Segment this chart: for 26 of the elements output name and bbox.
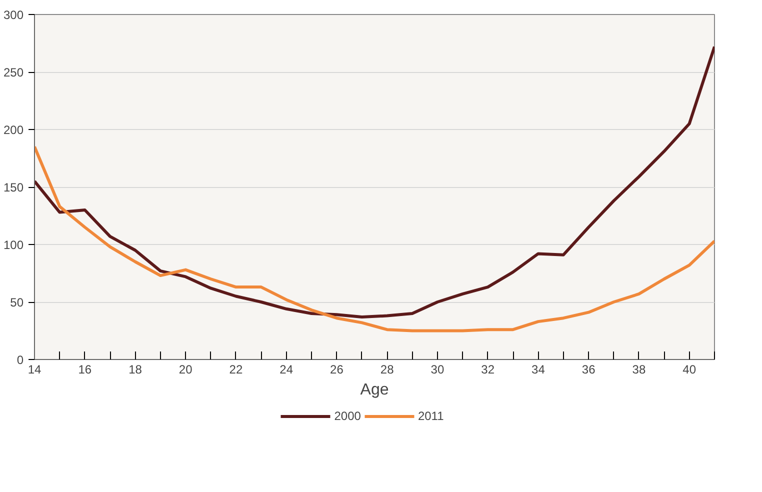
x-tick-label: 22 — [229, 362, 243, 376]
line-series — [34, 145, 714, 332]
legend-label: 2000 — [334, 409, 361, 423]
x-tick-label: 32 — [481, 362, 495, 376]
x-tick-label: 24 — [280, 362, 294, 376]
y-tick-label: 300 — [3, 8, 24, 22]
line-series — [34, 45, 714, 318]
x-tick-label: 16 — [78, 362, 92, 376]
x-tick-label: 40 — [682, 362, 696, 376]
y-tick-label: 0 — [16, 353, 24, 367]
y-tick-label: 250 — [3, 66, 24, 80]
y-tick-label: 150 — [3, 180, 24, 194]
x-tick-label: 20 — [178, 362, 193, 376]
x-axis-title: Age — [360, 382, 389, 398]
x-tick-label: 28 — [380, 362, 394, 376]
x-tick-label: 14 — [28, 362, 42, 376]
x-tick-label: 30 — [430, 362, 444, 376]
x-tick-label: 36 — [582, 362, 596, 376]
y-tick-label: 50 — [10, 296, 24, 310]
x-tick-label: 26 — [330, 362, 344, 376]
x-tick-label: 34 — [532, 362, 546, 376]
x-tick-label: 38 — [632, 362, 646, 376]
y-tick-label: 100 — [3, 238, 24, 252]
legend-label: 2011 — [418, 409, 444, 423]
y-tick-label: 200 — [3, 123, 24, 137]
x-tick-label: 18 — [128, 362, 142, 376]
